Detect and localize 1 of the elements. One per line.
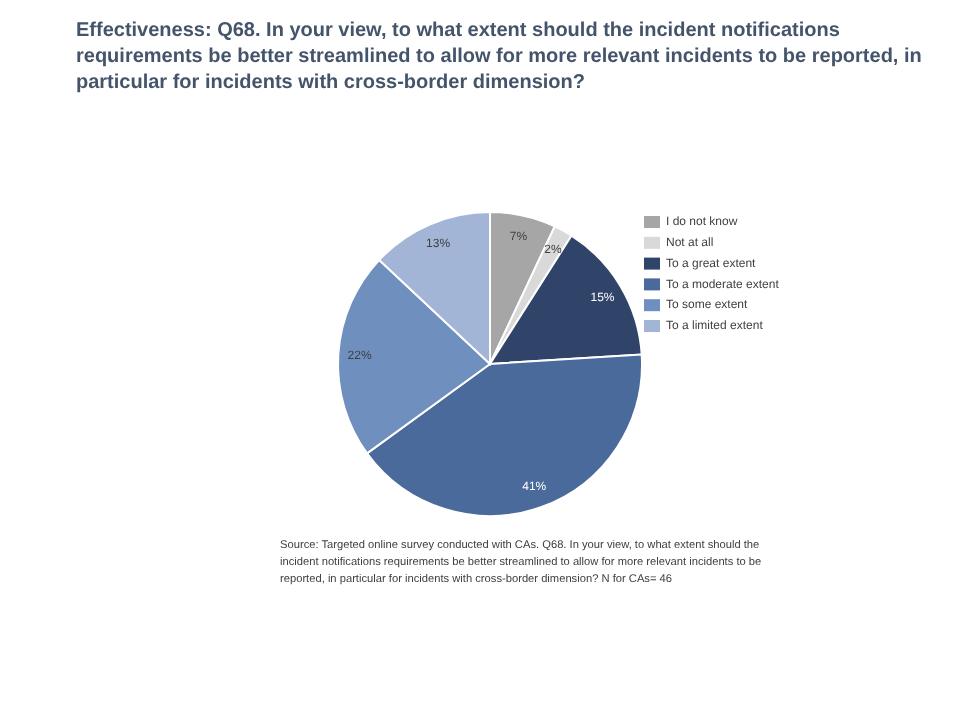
chart-title: Effectiveness: Q68. In your view, to what extent should the incident notifications requirements be better streamlined to allow for more relevant incidents to be reported, in particular for incidents with cross-border dimension? xyxy=(76,20,922,94)
